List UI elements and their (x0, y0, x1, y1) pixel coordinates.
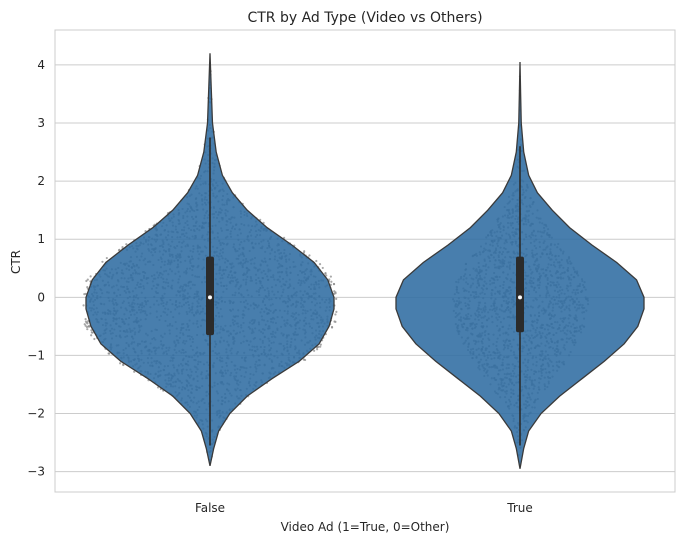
swarm-point (84, 318, 87, 321)
swarm-point (332, 283, 336, 286)
swarm-point (319, 343, 322, 346)
violin-layer (85, 53, 645, 469)
swarm-point (318, 263, 322, 266)
swarm-point (334, 292, 337, 295)
swarm-point (86, 328, 89, 331)
swarm-point (105, 256, 108, 260)
swarm-point (319, 345, 322, 348)
y-tick-label: 4 (37, 58, 45, 72)
swarm-point (333, 320, 336, 323)
swarm-point (85, 325, 89, 329)
y-tick-label: −3 (27, 465, 45, 479)
swarm-point (117, 249, 121, 252)
swarm-point (133, 370, 136, 373)
y-tick-label: −1 (27, 348, 45, 362)
swarm-point (316, 348, 319, 351)
x-axis-label: Video Ad (1=True, 0=Other) (281, 520, 450, 534)
swarm-point (107, 352, 110, 355)
y-tick-label: 3 (37, 116, 45, 130)
swarm-point (82, 304, 85, 307)
swarm-point (335, 297, 338, 300)
swarm-point (122, 363, 125, 367)
swarm-point (321, 266, 324, 270)
x-tick-label: True (506, 501, 533, 515)
swarm-point (329, 275, 332, 278)
swarm-point (334, 313, 337, 316)
swarm-point (101, 260, 104, 263)
swarm-point (125, 243, 128, 246)
swarm-point (315, 259, 318, 263)
chart-title: CTR by Ad Type (Video vs Others) (247, 10, 482, 26)
y-tick-label: 2 (37, 174, 45, 188)
swarm-point (328, 278, 331, 281)
swarm-point (119, 362, 122, 365)
swarm-point (86, 322, 89, 325)
y-tick-label: 0 (37, 290, 45, 304)
swarm-point (325, 274, 328, 277)
swarm-point (86, 278, 89, 281)
swarm-point (83, 323, 86, 326)
axes-frame (54, 29, 676, 493)
violin-median (208, 295, 212, 300)
y-tick-label: 1 (37, 232, 45, 246)
y-tick-layer: −3 −2 −1 0 1 2 3 4 (27, 58, 45, 479)
swarm-point (313, 349, 316, 352)
swarm-point (89, 275, 92, 278)
swarm-point (85, 279, 88, 283)
swarm-point (90, 329, 93, 332)
y-tick-label: −2 (27, 407, 45, 421)
swarm-point (335, 310, 338, 313)
swarm-point (90, 334, 93, 337)
swarm-point (121, 245, 124, 249)
swarm-point (330, 280, 333, 283)
violin-iqr-box (516, 256, 524, 333)
swarm-point (308, 254, 311, 257)
swarm-point (93, 337, 96, 341)
swarm-point (324, 272, 327, 275)
swarm-point (86, 285, 89, 289)
y-axis-label: CTR (9, 250, 23, 274)
swarm-point (303, 358, 307, 362)
swarm-point (91, 331, 94, 334)
violin-median (518, 295, 522, 300)
swarm-point (330, 326, 334, 329)
x-tick-label: False (195, 501, 225, 515)
x-tick-layer: False True (195, 501, 533, 515)
